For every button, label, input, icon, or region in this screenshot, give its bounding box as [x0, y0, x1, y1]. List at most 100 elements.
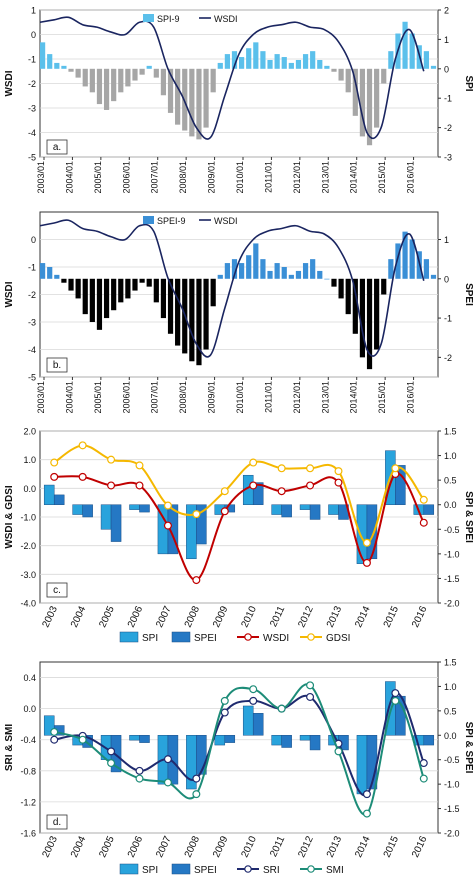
x-tick-label: 2010	[240, 834, 260, 859]
smi-point	[306, 681, 315, 690]
index-bar	[146, 65, 152, 69]
index-bar	[260, 51, 266, 69]
panel-label-box	[46, 357, 68, 373]
x-tick-label: 2015/01	[377, 161, 387, 194]
index-bar	[381, 68, 387, 84]
index-bar	[267, 59, 273, 69]
index-bar	[338, 278, 344, 299]
legend-swatch-marker	[307, 865, 315, 873]
legend-label: WSDI	[263, 633, 289, 644]
smi-point	[135, 774, 144, 783]
index-bar	[189, 68, 195, 137]
spei-bar	[53, 494, 65, 505]
index-bar	[111, 278, 117, 311]
x-tick-label: 2009	[211, 604, 231, 629]
smi-point	[220, 696, 229, 705]
left-tick-label: -3	[28, 318, 36, 328]
wsdi-point	[362, 558, 371, 567]
left-tick-label: 1.0	[23, 455, 36, 465]
legend-label: WSDI	[214, 14, 238, 24]
left-tick-label: -4	[28, 345, 36, 355]
index-bar	[246, 255, 252, 279]
spi-bar	[328, 504, 339, 515]
x-tick-label: 2010	[240, 604, 260, 629]
right-tick-label: -2.0	[444, 829, 460, 839]
right-tick-label: 0	[444, 274, 449, 284]
x-tick-label: 2012	[296, 834, 316, 859]
x-tick-label: 2008/01	[178, 161, 188, 194]
gdsi-point	[163, 501, 172, 510]
panel-label: d.	[53, 817, 61, 828]
panel-c: 2.0 1.0 0.0 -1.0 -2.0 -3.0 -4.0 1.5 1.0 0.5 0.0 -0.…	[4, 427, 474, 645]
right-axis-title: SPI	[463, 75, 474, 91]
index-bar	[246, 48, 252, 69]
wsdi-line	[39, 219, 425, 358]
right-tick-label: -1.5	[444, 574, 460, 584]
spi-bar	[299, 504, 311, 510]
right-tick-label: 1.0	[444, 451, 457, 461]
left-axis-title: WSDI	[4, 70, 15, 96]
index-bar	[47, 54, 53, 69]
x-tick-label: 2014	[353, 604, 373, 629]
x-tick-label: 2013	[325, 834, 345, 859]
gdsi-point	[277, 464, 286, 473]
right-tick-label: -1	[444, 94, 452, 104]
index-bar	[295, 270, 302, 279]
panel-label: a.	[53, 142, 61, 153]
index-bar	[310, 51, 316, 69]
spi-bar	[129, 735, 140, 741]
index-bar	[239, 57, 245, 69]
sri-point	[249, 696, 258, 705]
legend-swatch-bar	[143, 14, 154, 22]
sri-point	[163, 755, 172, 764]
index-bar	[203, 278, 209, 350]
left-tick-label: -5	[28, 153, 36, 163]
index-bar	[374, 278, 380, 350]
index-bar	[331, 68, 337, 72]
wsdi-point	[419, 518, 428, 527]
left-tick-label: 1	[31, 6, 36, 16]
index-bar	[125, 278, 131, 299]
index-bar	[423, 259, 429, 279]
gdsi-point	[78, 441, 87, 450]
left-tick-label: -5	[28, 373, 36, 383]
right-tick-label: 1.5	[444, 427, 457, 437]
index-bar	[139, 278, 145, 283]
spei-bar	[252, 482, 264, 505]
spei-bar	[252, 713, 264, 736]
x-tick-label: 2003/01	[36, 381, 46, 414]
index-bar	[103, 278, 110, 319]
index-bar	[423, 51, 429, 69]
wsdi-point	[249, 481, 258, 490]
index-bar	[352, 278, 358, 334]
wsdi-point	[50, 472, 59, 481]
spi-bar	[356, 735, 368, 795]
wsdi-point	[220, 507, 229, 516]
index-bar	[274, 263, 280, 279]
legend-label: SPI	[142, 633, 158, 644]
index-bar	[302, 54, 309, 69]
index-bar	[54, 274, 60, 279]
x-tick-label: 2005	[97, 604, 117, 629]
index-bar	[75, 278, 81, 299]
index-bar	[132, 278, 138, 291]
left-tick-label: 0.4	[23, 673, 36, 683]
smi-point	[277, 704, 286, 713]
index-bar	[146, 278, 152, 287]
index-bar	[217, 62, 223, 69]
spei-bar	[196, 504, 207, 545]
index-bar	[75, 68, 81, 78]
gdsi-point	[107, 455, 116, 464]
spei-bar	[110, 504, 122, 542]
x-tick-label: 2011	[268, 604, 287, 629]
gdsi-point	[192, 510, 201, 519]
x-tick-label: 2004	[69, 834, 89, 859]
x-tick-label: 2016	[410, 834, 430, 859]
x-tick-label: 2014/01	[349, 161, 359, 194]
legend-swatch-bar	[171, 631, 191, 643]
spi-bar	[299, 735, 311, 741]
index-bar	[217, 274, 223, 279]
index-bar	[381, 278, 387, 295]
gdsi-point	[50, 458, 59, 467]
spi-bar	[72, 504, 83, 515]
